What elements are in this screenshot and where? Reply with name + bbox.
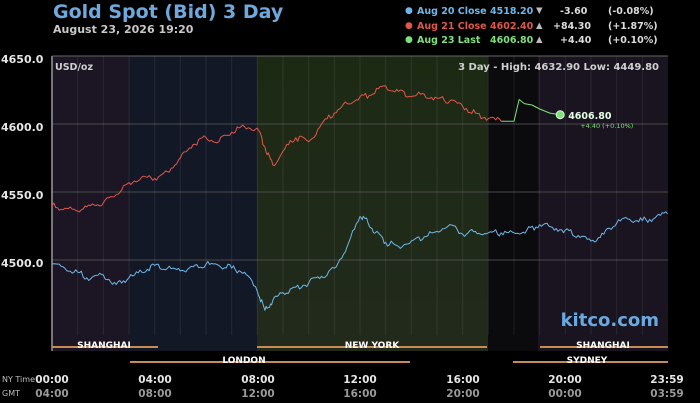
session-bars	[52, 346, 668, 363]
session-bg-sydney	[538, 56, 668, 351]
x-tick-gmt: 03:59	[650, 388, 684, 400]
y-tick-label: 4650.0	[1, 53, 44, 66]
x-tick-gmt: 20:00	[446, 388, 480, 400]
y-tick-label: 4500.0	[1, 257, 44, 270]
x-tick-ny: 20:00	[548, 374, 582, 386]
watermark: kitco.com	[561, 310, 659, 331]
chart-timestamp: August 23, 2026 19:20	[53, 23, 194, 36]
legend-value: 4518.20	[490, 6, 534, 17]
price-lines	[51, 85, 668, 311]
legend-percent: (-0.08%)	[608, 6, 654, 17]
legend-dot-icon: ●	[405, 20, 413, 31]
legend-percent: (+0.10%)	[608, 35, 658, 46]
range-label: 3 Day - High: 4632.90 Low: 4449.80	[458, 62, 659, 73]
last-change-label: +4.40 (+0.10%)	[580, 122, 633, 130]
session-bar-shanghai-2	[540, 346, 668, 348]
session-bg-london	[130, 56, 257, 351]
session-bar-newyork	[257, 346, 487, 348]
x-tick-gmt: 12:00	[241, 388, 275, 400]
x-tick-ny: 00:00	[35, 374, 69, 386]
session-bg-shanghai	[52, 56, 130, 351]
x-tick-gmt: 04:00	[35, 388, 69, 400]
session-label-newyork: NEW YORK	[345, 341, 401, 351]
arrow-up-icon: ▲	[536, 20, 543, 31]
session-bar-london	[130, 361, 410, 363]
vertical-gridlines	[77, 56, 643, 335]
legend-change: -3.60	[560, 6, 588, 17]
legend-label: Aug 23 Last	[417, 35, 481, 46]
legend-label: Aug 21 Close	[417, 20, 487, 32]
session-bar-shanghai	[52, 346, 158, 348]
x-tick-ny: 12:00	[343, 374, 377, 386]
x-tick-ny: 23:59	[650, 374, 684, 386]
x-tick-ny: 08:00	[241, 374, 275, 386]
series-line-aug-21	[51, 85, 502, 213]
legend-label: Aug 20 Close	[417, 6, 487, 17]
legend-value: 4602.40	[490, 20, 534, 32]
series-line-aug-23	[501, 99, 561, 122]
last-price-label: 4606.80	[568, 111, 612, 122]
session-bar-sydney	[513, 361, 668, 363]
x-tick-gmt: 00:00	[548, 388, 582, 400]
y-tick-label: 4550.0	[1, 189, 44, 202]
legend-change: +84.30	[553, 20, 592, 32]
session-bg-afterhours	[488, 56, 538, 351]
gmt-label: GMT	[2, 389, 20, 398]
chart-title: Gold Spot (Bid) 3 Day	[53, 1, 284, 23]
series-line-aug-20	[51, 211, 668, 311]
session-label-sydney: SYDNEY	[567, 356, 608, 366]
session-bg-newyork	[257, 56, 488, 351]
x-tick-ny: 16:00	[446, 374, 480, 386]
legend-dot-icon: ●	[405, 6, 413, 16]
x-tick-gmt: 08:00	[138, 388, 172, 400]
legend-change: +4.40	[560, 35, 592, 46]
unit-label: USD/oz	[55, 62, 93, 73]
x-tick-ny: 04:00	[138, 374, 172, 386]
session-label-shanghai-2: SHANGHAI	[576, 341, 630, 351]
last-price-marker	[555, 110, 565, 120]
session-label-shanghai: SHANGHAI	[77, 341, 131, 351]
x-tick-gmt: 16:00	[343, 388, 377, 400]
y-tick-label: 4600.0	[1, 121, 44, 134]
arrow-down-icon: ▼	[536, 6, 543, 16]
legend-value: 4606.80	[490, 35, 534, 46]
legend-dot-icon: ●	[405, 35, 413, 45]
ny-time-label: NY Time	[2, 375, 35, 384]
arrow-up-icon: ▲	[536, 35, 543, 45]
session-label-london: LONDON	[222, 356, 265, 366]
legend-percent: (+1.87%)	[608, 20, 658, 32]
